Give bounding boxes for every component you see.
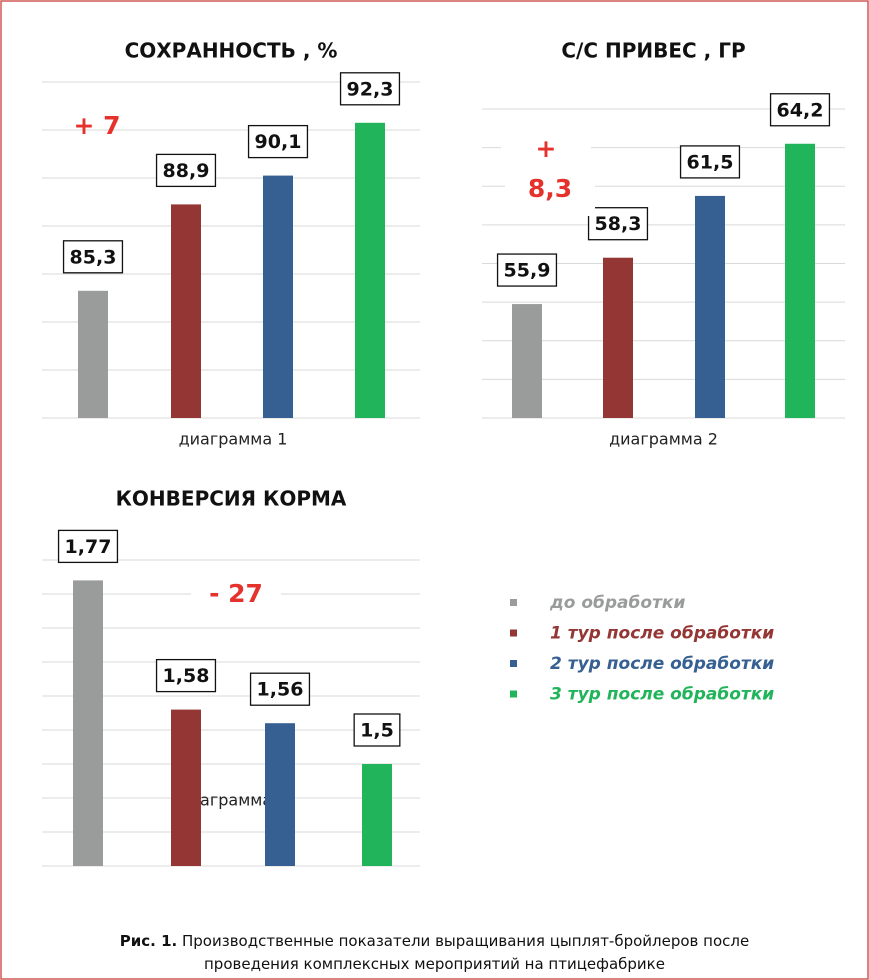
caption: Рис. 1. Производственные показатели выра… <box>0 930 869 976</box>
value-label-box <box>339 72 401 106</box>
value-label: 1,56 <box>257 679 304 701</box>
value-label: 58,3 <box>595 213 642 235</box>
legend-swatch <box>510 629 517 637</box>
bar <box>78 290 108 418</box>
bar <box>171 709 201 866</box>
chart-title: СОХРАННОСТЬ , % <box>125 39 338 63</box>
annotation-bg <box>191 569 281 621</box>
value-label: 90,1 <box>255 131 302 153</box>
value-label: 1,77 <box>65 536 112 558</box>
annotation: + 7 <box>73 111 120 140</box>
value-label: 61,5 <box>687 151 734 173</box>
x-axis-label: диаграмма 1 <box>179 430 288 449</box>
legend-swatch <box>510 690 517 698</box>
value-label-box <box>353 713 401 747</box>
value-label: 1,5 <box>360 720 394 742</box>
bar <box>695 195 725 418</box>
caption-label: Рис. 1. <box>119 932 178 950</box>
bar <box>512 304 542 418</box>
value-label-box <box>496 253 558 287</box>
chart-title: С/С ПРИВЕС , ГР <box>561 39 745 63</box>
value-label: 85,3 <box>70 246 117 268</box>
bar <box>603 257 633 418</box>
value-label-box <box>155 153 217 188</box>
legend-label: 3 тур после обработки <box>550 685 774 705</box>
value-label: 88,9 <box>163 160 210 182</box>
caption-line: Рис. 1. Производственные показатели выра… <box>0 930 869 953</box>
value-label-box <box>62 240 124 274</box>
bar <box>73 580 103 866</box>
value-label-box <box>769 93 831 127</box>
x-axis-label: диаграмма 2 <box>609 430 718 449</box>
bar <box>265 723 295 866</box>
legend-swatch <box>510 660 517 667</box>
value-label: 92,3 <box>347 78 394 100</box>
annotation: + <box>536 134 557 163</box>
bar <box>362 764 392 866</box>
bar <box>171 204 201 418</box>
value-label-box <box>57 529 119 564</box>
value-label-box <box>155 658 217 693</box>
legend-label: 1 тур после обработки <box>550 624 774 644</box>
annotation: 8,3 <box>528 174 572 203</box>
value-label: 64,2 <box>777 99 824 121</box>
bar <box>355 122 385 419</box>
annotation-bg <box>505 164 595 216</box>
value-label-box <box>247 124 309 159</box>
legend-label: 2 тур после обработки <box>550 654 774 674</box>
legend-label: до обработки <box>549 593 685 613</box>
value-label-box <box>249 672 311 706</box>
caption-text: Производственные показатели выращивания … <box>182 932 750 950</box>
value-label: 1,58 <box>163 665 210 687</box>
x-axis-label: диаграмма 3 <box>179 791 288 810</box>
value-label-box <box>587 207 649 241</box>
caption-text: проведения комплексных мероприятий на пт… <box>204 955 665 973</box>
legend-swatch <box>510 599 517 606</box>
chart-title: КОНВЕРСИЯ КОРМА <box>116 487 347 511</box>
bar <box>263 175 293 418</box>
annotation: - 27 <box>209 579 263 608</box>
value-label-box <box>679 145 741 179</box>
bar <box>785 143 815 418</box>
value-label: 55,9 <box>504 260 551 282</box>
